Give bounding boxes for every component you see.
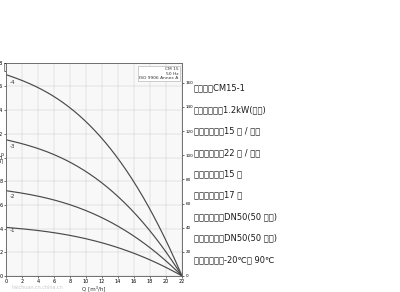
Text: -3: -3 <box>10 144 16 150</box>
Text: -1: -1 <box>10 228 16 233</box>
Text: -4: -4 <box>10 80 16 86</box>
Text: 《出水口径》DN50(50 毫米): 《出水口径》DN50(50 毫米) <box>194 234 277 243</box>
Text: 《额定功率》1.2kW(千瓦): 《额定功率》1.2kW(千瓦) <box>194 105 267 114</box>
Text: 《额定流量》15 吨 / 小时: 《额定流量》15 吨 / 小时 <box>194 126 260 135</box>
Text: 《介质温度》-20℃～ 90℃: 《介质温度》-20℃～ 90℃ <box>194 255 274 264</box>
Text: haichuan.cn.china.cn: haichuan.cn.china.cn <box>12 284 64 290</box>
Text: -2: -2 <box>10 194 16 199</box>
Text: 性能参数：: 性能参数： <box>4 61 35 71</box>
Text: 《最大流量》22 吨 / 小时: 《最大流量》22 吨 / 小时 <box>194 148 260 157</box>
Text: 《型号》CM15-1: 《型号》CM15-1 <box>194 84 246 93</box>
Text: p
[kPa]: p [kPa] <box>0 152 4 163</box>
Text: 《最大扬程》17 米: 《最大扬程》17 米 <box>194 191 242 200</box>
Text: 《进水口径》DN50(50 毫米): 《进水口径》DN50(50 毫米) <box>194 212 277 221</box>
Text: CM 15
50 Hz
ISO 9906 Annex A: CM 15 50 Hz ISO 9906 Annex A <box>139 67 178 80</box>
Text: 《额定扬程》15 米: 《额定扬程》15 米 <box>194 169 242 178</box>
X-axis label: Q [m³/h]: Q [m³/h] <box>82 286 106 291</box>
Text: 参数详情: 参数详情 <box>175 13 225 33</box>
